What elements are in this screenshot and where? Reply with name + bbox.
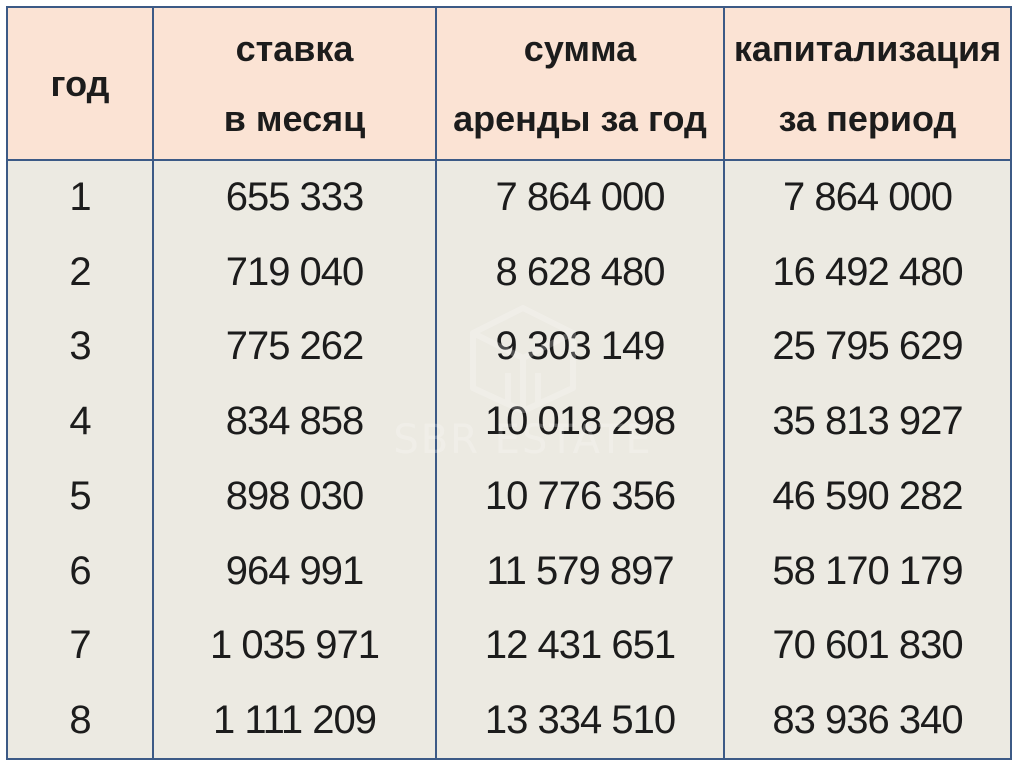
cell-annual-rent: 13 334 510 (435, 683, 724, 758)
table-row: 8 1 111 209 13 334 510 83 936 340 (8, 683, 1010, 758)
table-row: 6 964 991 11 579 897 58 170 179 (8, 533, 1010, 609)
table-row: 2 719 040 8 628 480 16 492 480 (8, 234, 1010, 310)
cell-monthly-rate: 1 111 209 (152, 683, 436, 758)
cell-capitalization: 25 795 629 (723, 309, 1010, 385)
table-row: 5 898 030 10 776 356 46 590 282 (8, 459, 1010, 534)
cell-annual-rent: 11 579 897 (435, 533, 724, 609)
cell-year: 1 (69, 175, 91, 220)
cell-capitalization: 70 601 830 (723, 608, 1010, 684)
table-row: 4 834 858 10 018 298 35 813 927 (8, 384, 1010, 459)
cell-year: 4 (69, 399, 91, 444)
cell-year: 7 (69, 623, 91, 668)
cell-year: 6 (69, 548, 91, 593)
cell-capitalization: 7 864 000 (723, 160, 1010, 235)
cell-monthly-rate: 898 030 (152, 459, 436, 534)
header-monthly-rate: ставка в месяц (152, 8, 436, 161)
cell-monthly-rate: 964 991 (152, 533, 436, 609)
cell-capitalization: 46 590 282 (723, 459, 1010, 534)
header-year: год (8, 8, 153, 161)
cell-annual-rent: 10 018 298 (435, 384, 724, 459)
cell-monthly-rate: 655 333 (152, 160, 436, 235)
cell-capitalization: 58 170 179 (723, 533, 1010, 609)
cell-annual-rent: 10 776 356 (435, 459, 724, 534)
header-annual-rent: сумма аренды за год (435, 8, 724, 161)
rent-capitalization-table: год ставка в месяц сумма аренды за год к… (8, 8, 1010, 758)
cell-year: 2 (69, 249, 91, 294)
table-row: 7 1 035 971 12 431 651 70 601 830 (8, 608, 1010, 684)
header-capitalization-line1: капитализация (733, 27, 1002, 69)
header-annual-rent-line2: аренды за год (453, 97, 707, 139)
cell-monthly-rate: 1 035 971 (152, 608, 436, 684)
cell-annual-rent: 8 628 480 (435, 234, 724, 310)
cell-year: 3 (69, 324, 91, 369)
cell-capitalization: 35 813 927 (723, 384, 1010, 459)
cell-annual-rent: 12 431 651 (435, 608, 724, 684)
cell-capitalization: 83 936 340 (723, 683, 1010, 758)
table-row: 3 775 262 9 303 149 25 795 629 (8, 309, 1010, 385)
cell-monthly-rate: 719 040 (152, 234, 436, 310)
header-monthly-rate-line1: ставка (235, 27, 354, 69)
table-row: 1 655 333 7 864 000 7 864 000 (8, 160, 1010, 235)
header-monthly-rate-line2: в месяц (223, 97, 366, 139)
header-capitalization-line2: за период (778, 97, 957, 139)
rent-capitalization-table-frame: год ставка в месяц сумма аренды за год к… (6, 6, 1012, 760)
header-row: год ставка в месяц сумма аренды за год к… (8, 8, 1010, 161)
cell-capitalization: 16 492 480 (723, 234, 1010, 310)
header-year-label: год (50, 62, 110, 104)
header-annual-rent-line1: сумма (523, 27, 637, 69)
cell-monthly-rate: 834 858 (152, 384, 436, 459)
cell-monthly-rate: 775 262 (152, 309, 436, 385)
cell-year: 8 (69, 698, 91, 743)
cell-year: 5 (69, 473, 91, 518)
cell-annual-rent: 7 864 000 (435, 160, 724, 235)
cell-annual-rent: 9 303 149 (435, 309, 724, 385)
header-capitalization: капитализация за период (723, 8, 1010, 161)
